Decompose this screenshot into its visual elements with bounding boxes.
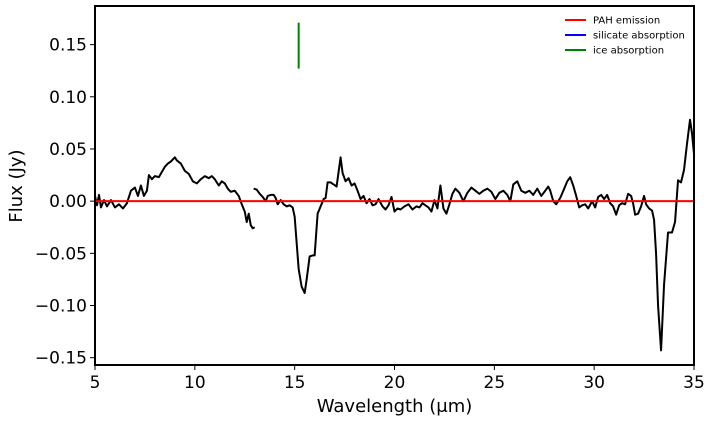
- legend-label: PAH emission: [593, 16, 660, 27]
- plot-frame: [94, 5, 695, 366]
- y-tick-label: −0.15: [35, 349, 87, 369]
- x-tick-label: 5: [90, 373, 101, 393]
- x-tick-label: 35: [683, 373, 705, 393]
- y-tick-label: 0.05: [49, 140, 87, 160]
- y-tick-label: 0.10: [49, 88, 87, 108]
- legend-label: ice absorption: [593, 46, 664, 57]
- y-tick-label: −0.05: [35, 244, 87, 264]
- spectrum-line-segment-1: [95, 156, 256, 230]
- y-axis-label: Flux (Jy): [6, 149, 27, 222]
- plot-data: [95, 22, 694, 352]
- y-tick-label: 0.00: [49, 192, 87, 212]
- x-tick-label: 30: [583, 373, 605, 393]
- legend-label: silicate absorption: [593, 31, 685, 42]
- x-axis-label: Wavelength (μm): [317, 396, 473, 417]
- x-tick-label: 10: [184, 373, 206, 393]
- spectrum-line-segment-2: [253, 118, 694, 352]
- legend: PAH emission silicate absorption ice absor…: [565, 16, 685, 57]
- x-tick-label: 15: [284, 373, 306, 393]
- x-tick-label: 20: [384, 373, 406, 393]
- x-tick-label: 25: [484, 373, 506, 393]
- y-tick-label: 0.15: [49, 36, 87, 56]
- axis-ticks: 5 10 15 20 25 30 35 −0.15 −0.10 −0.05 0.00 0.05 0.10…: [35, 36, 705, 393]
- y-tick-label: −0.10: [35, 297, 87, 317]
